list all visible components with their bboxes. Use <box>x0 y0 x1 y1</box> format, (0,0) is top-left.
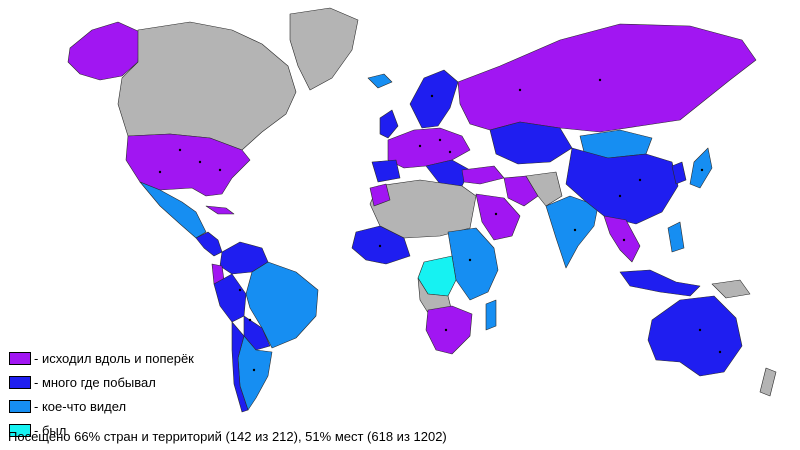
legend-item-many: - много где побывал <box>9 370 194 394</box>
visited-place-dot <box>248 318 252 322</box>
region-philippines <box>667 221 685 253</box>
visited-place-dot <box>252 368 256 372</box>
visited-place-dot <box>218 168 222 172</box>
region-canada <box>117 21 297 151</box>
visited-place-dot <box>718 350 722 354</box>
region-alaska <box>67 21 141 81</box>
region-iceland <box>367 73 393 89</box>
legend-item-walked: - исходил вдоль и поперёк <box>9 346 194 370</box>
region-china <box>565 147 679 225</box>
region-brazil <box>245 261 319 349</box>
visited-place-dot <box>618 194 622 198</box>
region-morocco <box>369 183 391 207</box>
visited-place-dot <box>178 148 182 152</box>
region-west-africa <box>351 225 411 265</box>
visited-place-dot <box>700 168 704 172</box>
visited-place-dot <box>378 244 382 248</box>
region-iran <box>503 175 539 207</box>
region-western-europe <box>387 127 471 169</box>
region-cuba <box>205 205 235 215</box>
region-afghanistan-pakistan <box>525 171 563 207</box>
region-east-africa <box>447 227 499 301</box>
visited-place-dot <box>198 160 202 164</box>
visited-place-dot <box>468 258 472 262</box>
region-scandinavia <box>409 69 459 129</box>
visited-place-dot <box>598 78 602 82</box>
legend-label: - был <box>34 422 67 438</box>
legend-swatch <box>9 375 31 389</box>
region-korea <box>671 161 687 185</box>
visited-place-dot <box>518 88 522 92</box>
legend-label: - кое-что видел <box>34 398 127 414</box>
visited-place-dot <box>158 170 162 174</box>
region-uk <box>379 109 399 139</box>
region-australia <box>647 295 743 377</box>
map-legend: - исходил вдоль и поперёк - много где по… <box>9 346 194 442</box>
region-arabia <box>475 193 521 241</box>
region-greenland <box>289 7 359 91</box>
region-southern-africa <box>425 305 473 355</box>
region-chile <box>231 321 249 413</box>
region-japan <box>689 147 713 189</box>
legend-item-some: - кое-что видел <box>9 394 194 418</box>
legend-label: - много где побывал <box>34 374 156 390</box>
region-india <box>545 195 599 269</box>
visited-place-dot <box>622 238 626 242</box>
region-peru <box>213 273 247 323</box>
legend-swatch <box>9 399 31 413</box>
region-madagascar <box>485 299 497 331</box>
region-iberia <box>371 159 401 183</box>
visited-place-dot <box>638 178 642 182</box>
legend-swatch <box>9 423 31 437</box>
visited-place-dot <box>238 288 242 292</box>
legend-item-been: - был <box>9 418 194 442</box>
visited-place-dot <box>438 138 442 142</box>
legend-swatch <box>9 351 31 365</box>
region-bolivia-paraguay <box>243 315 271 351</box>
region-mexico <box>139 181 207 239</box>
visited-place-dot <box>448 150 452 154</box>
region-turkey <box>461 165 505 185</box>
visited-place-dot <box>698 328 702 332</box>
visited-place-dot <box>494 212 498 216</box>
region-indonesia <box>619 269 701 297</box>
visited-place-dots <box>158 78 722 372</box>
legend-label: - исходил вдоль и поперёк <box>34 350 194 366</box>
region-southeast-asia <box>603 215 641 263</box>
visit-summary: Посещено 66% стран и территорий (142 из … <box>8 429 447 444</box>
region-new-guinea <box>711 279 751 299</box>
visited-place-dot <box>418 144 422 148</box>
region-kazakhstan <box>489 121 573 165</box>
visited-place-dot <box>444 328 448 332</box>
visited-place-dot <box>573 228 577 232</box>
region-russia <box>457 23 757 133</box>
visited-place-dot <box>430 94 434 98</box>
region-new-zealand <box>759 367 777 397</box>
